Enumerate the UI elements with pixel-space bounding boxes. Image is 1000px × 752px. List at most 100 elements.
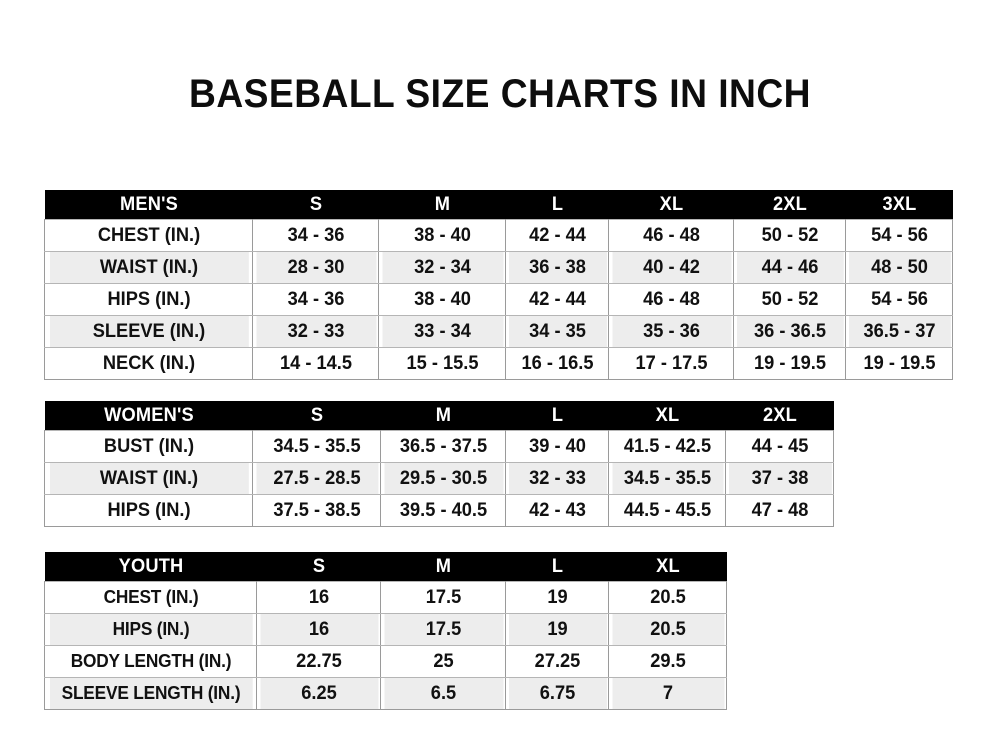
measurement-cell: 36 - 36.5 [735,315,844,348]
womens-header-size-xl: XL [610,401,724,431]
row-label: SLEEVE (IN.) [48,315,249,348]
mens-size-table: MEN'S S M L XL 2XL 3XL CHEST (IN.) 34 - … [44,190,953,380]
page-title: BASEBALL SIZE CHARTS IN INCH [188,72,812,116]
mens-header-size-2xl: 2XL [735,190,844,220]
measurement-cell: 42 - 44 [507,283,607,316]
measurement-cell: 17 - 17.5 [610,347,732,380]
table-row: BUST (IN.) 34.5 - 35.5 36.5 - 37.5 39 - … [45,430,834,463]
womens-header-size-l: L [507,401,607,431]
measurement-cell: 38 - 40 [380,283,504,316]
measurement-cell: 36.5 - 37.5 [382,430,504,463]
row-label: CHEST (IN.) [48,581,253,614]
womens-header-title: WOMEN'S [48,401,249,431]
womens-header-size-2xl: 2XL [727,401,832,431]
measurement-cell: 19 [507,581,607,614]
measurement-cell: 20.5 [610,613,725,646]
row-label: WAIST (IN.) [48,251,249,284]
measurement-cell: 46 - 48 [610,219,732,252]
measurement-cell: 34 - 35 [507,315,607,348]
row-label: HIPS (IN.) [48,283,249,316]
womens-size-table: WOMEN'S S M L XL 2XL BUST (IN.) 34.5 - 3… [44,401,834,527]
header-row: YOUTH S M L XL [44,552,727,582]
measurement-cell: 19 - 19.5 [735,347,844,380]
youth-header-size-m: M [383,552,503,582]
table-row: WAIST (IN.) 27.5 - 28.5 29.5 - 30.5 32 -… [45,462,834,495]
measurement-cell: 36.5 - 37 [847,315,951,348]
table-row: HIPS (IN.) 16 17.5 19 20.5 [45,613,727,646]
youth-table-header: YOUTH S M L XL [44,552,727,582]
womens-table-body: BUST (IN.) 34.5 - 35.5 36.5 - 37.5 39 - … [45,430,834,527]
mens-table-body: CHEST (IN.) 34 - 36 38 - 40 42 - 44 46 -… [45,219,953,380]
measurement-cell: 17.5 [382,613,504,646]
youth-header-size-l: L [507,552,607,582]
measurement-cell: 32 - 33 [254,315,377,348]
row-label: HIPS (IN.) [48,494,249,527]
measurement-cell: 32 - 34 [380,251,504,284]
womens-header-size-m: M [383,401,503,431]
measurement-cell: 44 - 46 [735,251,844,284]
row-label: BODY LENGTH (IN.) [48,645,253,678]
table-row: CHEST (IN.) 34 - 36 38 - 40 42 - 44 46 -… [45,219,953,252]
measurement-cell: 42 - 44 [507,219,607,252]
measurement-cell: 44 - 45 [727,430,832,463]
measurement-cell: 6.25 [258,677,379,710]
measurement-cell: 14 - 14.5 [254,347,377,380]
measurement-cell: 15 - 15.5 [380,347,504,380]
measurement-cell: 39 - 40 [507,430,607,463]
measurement-cell: 34.5 - 35.5 [610,462,724,495]
measurement-cell: 34 - 36 [254,219,377,252]
measurement-cell: 54 - 56 [847,219,951,252]
measurement-cell: 34 - 36 [254,283,377,316]
youth-table-body: CHEST (IN.) 16 17.5 19 20.5 HIPS (IN.) 1… [45,581,727,710]
measurement-cell: 42 - 43 [507,494,607,527]
measurement-cell: 47 - 48 [727,494,832,527]
table-row: HIPS (IN.) 34 - 36 38 - 40 42 - 44 46 - … [45,283,953,316]
measurement-cell: 41.5 - 42.5 [610,430,724,463]
measurement-cell: 28 - 30 [254,251,377,284]
mens-header-size-3xl: 3XL [847,190,951,220]
measurement-cell: 50 - 52 [735,219,844,252]
measurement-cell: 20.5 [610,581,725,614]
measurement-cell: 16 [258,613,379,646]
measurement-cell: 27.5 - 28.5 [254,462,379,495]
table-row: SLEEVE LENGTH (IN.) 6.25 6.5 6.75 7 [45,677,727,710]
measurement-cell: 29.5 - 30.5 [382,462,504,495]
table-row: BODY LENGTH (IN.) 22.75 25 27.25 29.5 [45,645,727,678]
measurement-cell: 38 - 40 [380,219,504,252]
measurement-cell: 16 [258,581,379,614]
measurement-cell: 33 - 34 [380,315,504,348]
table-row: CHEST (IN.) 16 17.5 19 20.5 [45,581,727,614]
row-label: NECK (IN.) [48,347,249,380]
measurement-cell: 19 - 19.5 [847,347,951,380]
measurement-cell: 19 [507,613,607,646]
row-label: SLEEVE LENGTH (IN.) [48,677,253,710]
measurement-cell: 37 - 38 [727,462,832,495]
youth-header-size-s: S [258,552,379,582]
mens-header-title: MEN'S [48,190,249,220]
womens-table-header: WOMEN'S S M L XL 2XL [44,401,834,431]
table-row: WAIST (IN.) 28 - 30 32 - 34 36 - 38 40 -… [45,251,953,284]
mens-header-size-s: S [255,190,376,220]
measurement-cell: 54 - 56 [847,283,951,316]
measurement-cell: 22.75 [258,645,379,678]
measurement-cell: 50 - 52 [735,283,844,316]
womens-header-size-s: S [255,401,378,431]
measurement-cell: 17.5 [382,581,504,614]
measurement-cell: 40 - 42 [610,251,732,284]
table-row: NECK (IN.) 14 - 14.5 15 - 15.5 16 - 16.5… [45,347,953,380]
measurement-cell: 6.75 [507,677,607,710]
row-label: HIPS (IN.) [48,613,253,646]
measurement-cell: 46 - 48 [610,283,732,316]
measurement-cell: 29.5 [610,645,725,678]
measurement-cell: 34.5 - 35.5 [254,430,379,463]
youth-header-size-xl: XL [610,552,725,582]
mens-table-header: MEN'S S M L XL 2XL 3XL [44,190,953,220]
row-label: CHEST (IN.) [48,219,249,252]
measurement-cell: 16 - 16.5 [507,347,607,380]
measurement-cell: 25 [382,645,504,678]
measurement-cell: 35 - 36 [610,315,732,348]
row-label: WAIST (IN.) [48,462,249,495]
measurement-cell: 27.25 [507,645,607,678]
measurement-cell: 36 - 38 [507,251,607,284]
